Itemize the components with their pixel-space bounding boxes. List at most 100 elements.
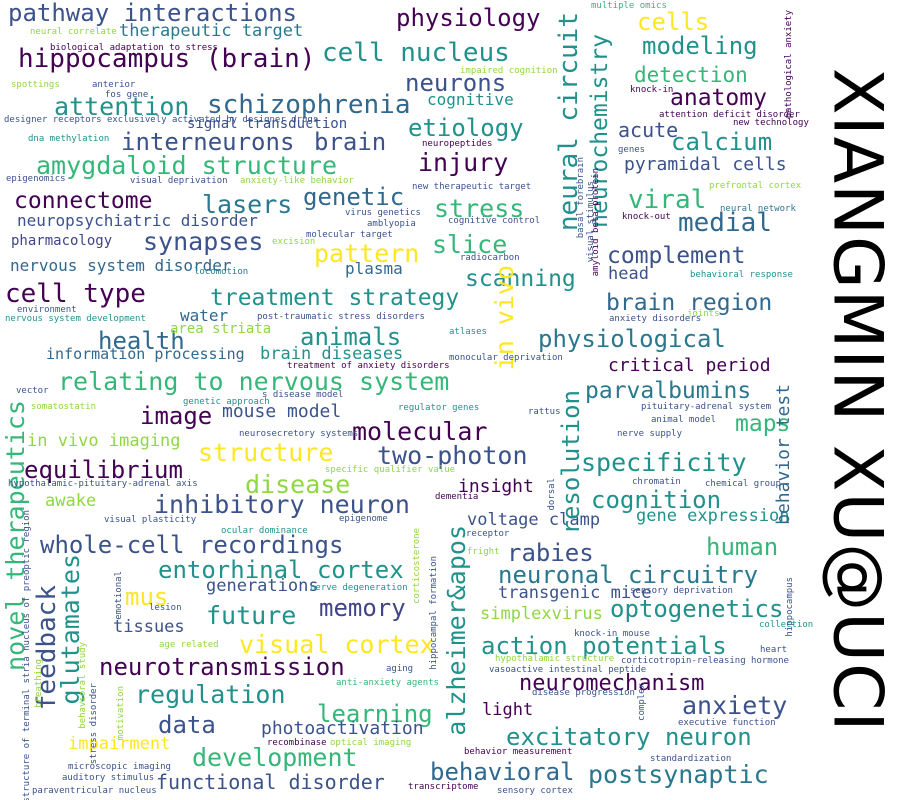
cloud-word: excision	[272, 237, 316, 247]
cloud-word: designer receptors exclusively activated…	[4, 115, 319, 125]
cloud-word: fos gene	[105, 90, 149, 100]
cloud-word: light	[482, 700, 534, 720]
cloud-word: dna methylation	[28, 134, 110, 144]
cloud-word: behavior test	[773, 384, 794, 525]
cloud-word: age related	[159, 640, 219, 650]
cloud-word: lesion	[149, 603, 182, 613]
cloud-word: new therapeutic target	[412, 182, 532, 192]
cloud-word: dementia	[435, 492, 479, 502]
cloud-word: impairment	[68, 734, 171, 754]
cloud-word: hypothalamic structure	[495, 654, 615, 664]
cloud-word: functional disorder	[156, 770, 385, 794]
cloud-word: head	[608, 264, 649, 284]
cloud-word: attention deficit disorder	[659, 110, 800, 120]
cloud-word: visual cortex	[239, 630, 435, 659]
cloud-word: prefrontal cortex	[709, 181, 802, 191]
cloud-word: complex	[637, 683, 647, 721]
cloud-word: spottings	[11, 80, 60, 90]
cloud-word: nervous system development	[5, 314, 146, 324]
cloud-word: anti-anxiety agents	[336, 678, 439, 688]
cloud-word: future	[206, 601, 297, 630]
cloud-word: aging	[386, 664, 414, 674]
cloud-word: cognitive control	[448, 216, 541, 226]
cloud-word: medial	[678, 208, 772, 238]
cloud-word: structure	[198, 438, 334, 467]
cloud-word: brain diseases	[260, 344, 404, 364]
cloud-word: generations	[206, 576, 319, 596]
cloud-word: critical period	[608, 355, 771, 376]
cloud-word: action potentials	[481, 632, 727, 660]
cloud-word: complement	[607, 243, 746, 269]
cloud-word: maps	[735, 411, 791, 437]
cloud-word: dorsal	[547, 478, 557, 511]
cloud-word: acute	[618, 118, 679, 142]
cloud-word: pyramidal cells	[624, 154, 787, 175]
cloud-word: cognitive	[427, 90, 514, 109]
cloud-word: etiology	[408, 114, 524, 142]
cloud-word: biological adaptation to stress	[50, 43, 218, 53]
cloud-word: neuronal circuitry	[498, 561, 759, 589]
cloud-word: multiple omics	[591, 1, 667, 11]
cloud-word: optogenetics	[610, 595, 784, 623]
cloud-word: executive function	[678, 718, 776, 728]
cloud-word: environment	[17, 305, 77, 315]
cloud-word: postsynaptic	[588, 760, 769, 789]
cloud-word: information processing	[46, 345, 245, 363]
cloud-word: new technology	[733, 118, 809, 128]
cloud-word: vector	[16, 386, 49, 396]
cloud-word: mouse model	[222, 401, 342, 422]
cloud-word: behavioral response	[690, 270, 793, 280]
cloud-word: pharmacology	[11, 233, 113, 249]
cloud-word: hippocampal formation	[429, 556, 439, 670]
cloud-word: regulator genes	[398, 403, 480, 413]
cloud-word: amygdaloid structure	[36, 151, 338, 180]
cloud-word: fright	[467, 547, 500, 557]
cloud-word: treatment strategy	[210, 285, 460, 311]
cloud-word: monocular deprivation	[449, 353, 563, 363]
cloud-word: anterior	[92, 80, 136, 90]
cloud-word: breathing	[34, 659, 44, 708]
cloud-word: connectome	[14, 188, 153, 214]
cloud-word: whole-cell recordings	[40, 531, 344, 559]
cloud-word: specific qualifier value	[325, 465, 456, 475]
cloud-word: transcriptome	[408, 782, 479, 792]
cloud-word: specificity	[581, 448, 747, 477]
cloud-word: regulation	[135, 680, 286, 709]
cloud-word: physiological	[538, 325, 726, 353]
cloud-word: behavioral study	[78, 642, 88, 729]
cloud-word: emotional	[114, 571, 124, 620]
cloud-word: radiocarbon	[460, 253, 520, 263]
cloud-word: human	[706, 533, 779, 561]
cloud-word: insight	[458, 476, 534, 497]
cloud-word: paraventricular nucleus	[32, 786, 157, 796]
cloud-word: stress	[434, 194, 525, 223]
cloud-word: corticotropin-releasing hormone	[621, 656, 789, 666]
cloud-word: animals	[300, 323, 402, 351]
cloud-word: hippocampus (brain)	[18, 44, 316, 74]
cloud-word: awake	[45, 491, 97, 511]
cloud-word: knock-in	[630, 85, 674, 95]
cloud-word: s disease model	[262, 390, 344, 400]
cloud-word: locomotion	[194, 267, 249, 277]
cloud-word: lasers	[202, 190, 293, 219]
cloud-word: memory	[319, 594, 406, 622]
cloud-word: cognition	[591, 486, 722, 514]
cloud-word: microscopic imaging	[68, 762, 171, 772]
cloud-word: post-traumatic stress disorders	[257, 312, 425, 322]
cloud-word: heart	[760, 645, 788, 655]
cloud-word: detection	[634, 63, 748, 87]
cloud-word: modeling	[642, 32, 758, 60]
cloud-word: pituitary-adrenal system	[641, 402, 772, 412]
cloud-word: photoactivation	[261, 718, 424, 739]
cloud-word: interneurons	[121, 128, 295, 156]
cloud-word: knock-in mouse	[574, 629, 650, 639]
cloud-word: water	[180, 306, 229, 325]
cloud-word: gene expression	[636, 506, 790, 526]
cloud-word: atlases	[449, 327, 487, 337]
cloud-word: treatment of anxiety disorders	[287, 361, 450, 371]
cloud-word: area striata	[170, 321, 272, 337]
cloud-word: behavioral	[430, 758, 575, 786]
cloud-word: motivation	[116, 686, 126, 741]
cloud-word: mus	[125, 583, 169, 611]
